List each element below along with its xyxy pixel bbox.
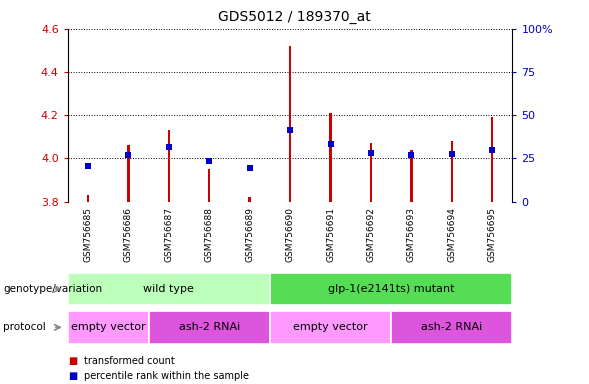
Bar <box>270 273 512 305</box>
Text: ash-2 RNAi: ash-2 RNAi <box>178 322 240 333</box>
Bar <box>87 195 89 202</box>
Bar <box>289 46 292 202</box>
Bar <box>370 143 372 202</box>
Bar <box>148 311 270 344</box>
Text: wild type: wild type <box>143 284 194 294</box>
Text: transformed count: transformed count <box>84 356 175 366</box>
Bar <box>127 146 130 202</box>
Text: GSM756694: GSM756694 <box>447 207 456 262</box>
Bar <box>270 311 391 344</box>
Text: percentile rank within the sample: percentile rank within the sample <box>84 371 249 381</box>
Bar <box>249 197 251 202</box>
Bar <box>168 130 170 202</box>
Text: ■: ■ <box>68 371 77 381</box>
Text: GDS5012 / 189370_at: GDS5012 / 189370_at <box>218 10 371 23</box>
Text: GSM756695: GSM756695 <box>488 207 497 262</box>
Bar <box>68 273 270 305</box>
Text: GSM756688: GSM756688 <box>205 207 214 262</box>
Bar <box>491 118 494 202</box>
Text: ■: ■ <box>68 356 77 366</box>
Text: GSM756691: GSM756691 <box>326 207 335 262</box>
Text: GSM756687: GSM756687 <box>164 207 173 262</box>
Text: GSM756686: GSM756686 <box>124 207 133 262</box>
Text: GSM756685: GSM756685 <box>84 207 92 262</box>
Text: protocol: protocol <box>3 322 46 333</box>
Text: genotype/variation: genotype/variation <box>3 284 102 294</box>
Bar <box>451 141 453 202</box>
Text: GSM756693: GSM756693 <box>407 207 416 262</box>
Text: GSM756692: GSM756692 <box>366 207 375 262</box>
Bar <box>68 311 148 344</box>
Bar <box>391 311 512 344</box>
Bar <box>208 169 210 202</box>
Text: empty vector: empty vector <box>293 322 368 333</box>
Text: ash-2 RNAi: ash-2 RNAi <box>421 322 482 333</box>
Text: glp-1(e2141ts) mutant: glp-1(e2141ts) mutant <box>328 284 454 294</box>
Text: empty vector: empty vector <box>71 322 145 333</box>
Bar <box>329 113 332 202</box>
Bar <box>410 150 412 202</box>
Text: GSM756690: GSM756690 <box>286 207 294 262</box>
Text: GSM756689: GSM756689 <box>245 207 254 262</box>
